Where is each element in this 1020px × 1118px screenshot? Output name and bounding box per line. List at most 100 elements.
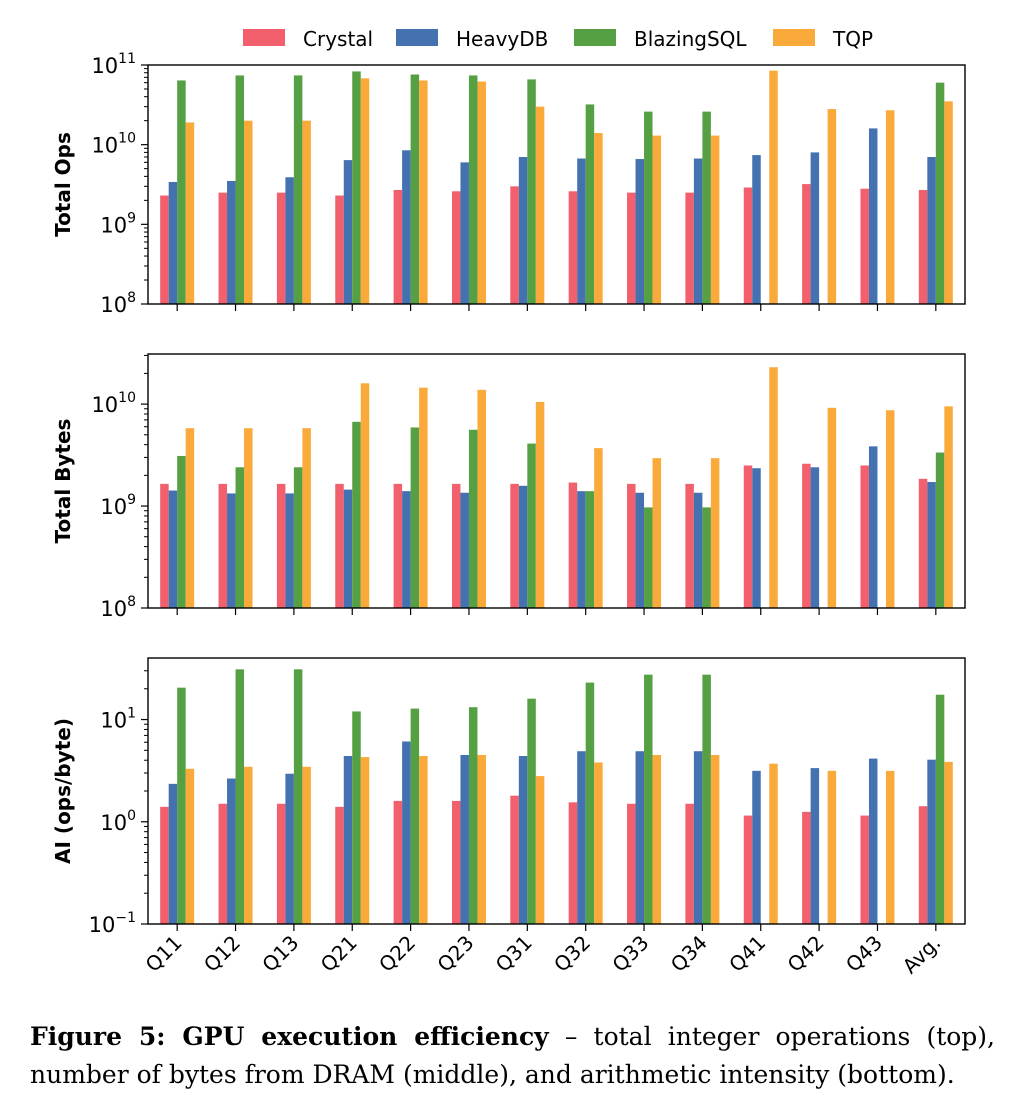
bar-blazingsql-q23: [468, 429, 478, 608]
bar-crystal-avg: [918, 806, 928, 924]
bar-crystal-q12: [218, 192, 228, 304]
bar-crystal-q22: [393, 483, 403, 608]
bar-heavydb-q21: [343, 160, 353, 304]
y-tick-label: 1010: [91, 390, 136, 417]
bar-blazingsql-q12: [235, 467, 245, 608]
bar-crystal-q31: [510, 483, 519, 608]
bar-crystal-q43: [860, 815, 869, 924]
bar-heavydb-q43: [868, 128, 878, 304]
y-tick-label: 109: [100, 492, 136, 519]
bar-heavydb-q21: [343, 489, 353, 608]
bar-blazingsql-q34: [702, 507, 711, 608]
legend-swatch-blazingsql: [574, 29, 616, 46]
bar-heavydb-q31: [518, 756, 528, 924]
bar-blazingsql-q22: [410, 427, 420, 608]
bar-crystal-q23: [451, 800, 461, 924]
bar-heavydb-q21: [343, 756, 353, 924]
legend-swatch-crystal: [243, 29, 285, 46]
bar-blazingsql-q21: [352, 71, 361, 304]
chart-panels: 108 109 1010 1011 Total Ops 108 109 1010 Total B…: [51, 51, 966, 937]
bar-crystal-q32: [568, 482, 578, 608]
bar-crystal-q43: [860, 465, 869, 608]
bar-heavydb-q33: [635, 492, 645, 608]
bar-tqp-q41: [769, 763, 778, 924]
bar-crystal-q21: [335, 195, 344, 304]
bar-tqp-q42: [827, 109, 837, 304]
plot-frame: [147, 353, 966, 609]
bar-tqp-q43: [885, 410, 895, 608]
x-tick-label-q12: Q12: [199, 931, 245, 977]
x-tick-label-q34: Q34: [666, 931, 712, 977]
bar-heavydb-q11: [168, 181, 178, 304]
bar-crystal-q32: [568, 191, 578, 304]
bar-tqp-q11: [185, 122, 195, 305]
y-axis-label: AI (ops/byte): [51, 718, 75, 864]
figure-caption: Figure 5: GPU execution efficiency – tot…: [30, 1018, 995, 1094]
bar-crystal-q31: [510, 186, 519, 304]
bar-tqp-q12: [244, 428, 253, 608]
bar-heavydb-q12: [227, 778, 236, 924]
panel-total-ops: 108 109 1010 1011 Total Ops: [51, 51, 966, 317]
bar-crystal-q33: [627, 483, 636, 608]
bar-blazingsql-q22: [410, 708, 420, 924]
bar-blazingsql-avg: [935, 694, 945, 924]
bar-crystal-q13: [276, 192, 286, 304]
legend-swatch-tqp: [773, 29, 815, 46]
legend-label-tqp: TQP: [832, 27, 873, 51]
bar-tqp-q11: [185, 768, 195, 924]
bar-heavydb-avg: [927, 759, 936, 924]
bar-blazingsql-q33: [644, 507, 653, 608]
chart-legend: Crystal HeavyDB BlazingSQL TQP: [243, 27, 873, 51]
bar-heavydb-q34: [693, 492, 703, 608]
bar-heavydb-q32: [577, 491, 586, 608]
bar-heavydb-q13: [285, 773, 294, 924]
bar-blazingsql-q23: [468, 707, 478, 924]
bar-tqp-q21: [360, 383, 370, 608]
bar-heavydb-q31: [518, 485, 528, 608]
bar-crystal-q42: [802, 463, 811, 608]
bar-tqp-q33: [652, 755, 662, 924]
bar-tqp-q32: [594, 133, 603, 304]
bar-blazingsql-q22: [410, 74, 420, 304]
x-tick-label-q13: Q13: [257, 931, 303, 977]
plot-frame: [147, 64, 966, 305]
bar-crystal-q42: [802, 811, 811, 924]
plot-frame: [147, 657, 966, 925]
bar-tqp-q34: [710, 135, 720, 304]
bar-blazingsql-q11: [177, 80, 186, 304]
bar-blazingsql-q32: [585, 491, 595, 608]
bar-heavydb-q32: [577, 158, 586, 304]
bar-crystal-q33: [627, 803, 636, 924]
bar-crystal-q42: [802, 184, 811, 304]
bar-tqp-q41: [769, 70, 778, 305]
bar-blazingsql-avg: [935, 452, 945, 608]
bar-crystal-q22: [393, 800, 403, 924]
bar-tqp-avg: [944, 761, 953, 924]
bar-tqp-q22: [419, 80, 428, 304]
bar-heavydb-q22: [402, 741, 411, 924]
gpu-efficiency-figure: Crystal HeavyDB BlazingSQL TQP 108109101010…: [51, 27, 966, 978]
bar-heavydb-q34: [693, 751, 703, 924]
panel-total-bytes: 108 109 1010 Total Bytes: [51, 353, 966, 621]
bar-crystal-q12: [218, 483, 228, 608]
y-axis-label: Total Ops: [51, 132, 75, 237]
bar-crystal-q12: [218, 803, 228, 924]
bar-tqp-q32: [594, 448, 603, 608]
bar-crystal-q34: [685, 483, 694, 608]
bar-blazingsql-q31: [527, 443, 536, 608]
bar-heavydb-avg: [927, 482, 936, 608]
bar-tqp-q22: [419, 756, 428, 924]
x-tick-label-q32: Q32: [549, 931, 595, 977]
x-tick-label-q41: Q41: [724, 931, 770, 977]
bar-tqp-q42: [827, 407, 837, 608]
bar-heavydb-q22: [402, 150, 411, 304]
bar-tqp-q43: [885, 110, 895, 304]
bar-blazingsql-q11: [177, 455, 186, 608]
y-tick-label: 101: [100, 706, 136, 733]
bar-crystal-q33: [627, 192, 636, 304]
y-tick-label: 1010: [91, 131, 136, 158]
bar-tqp-q21: [360, 78, 370, 304]
bar-crystal-q34: [685, 803, 694, 924]
bar-blazingsql-q13: [293, 467, 303, 608]
bar-tqp-q33: [652, 458, 662, 608]
